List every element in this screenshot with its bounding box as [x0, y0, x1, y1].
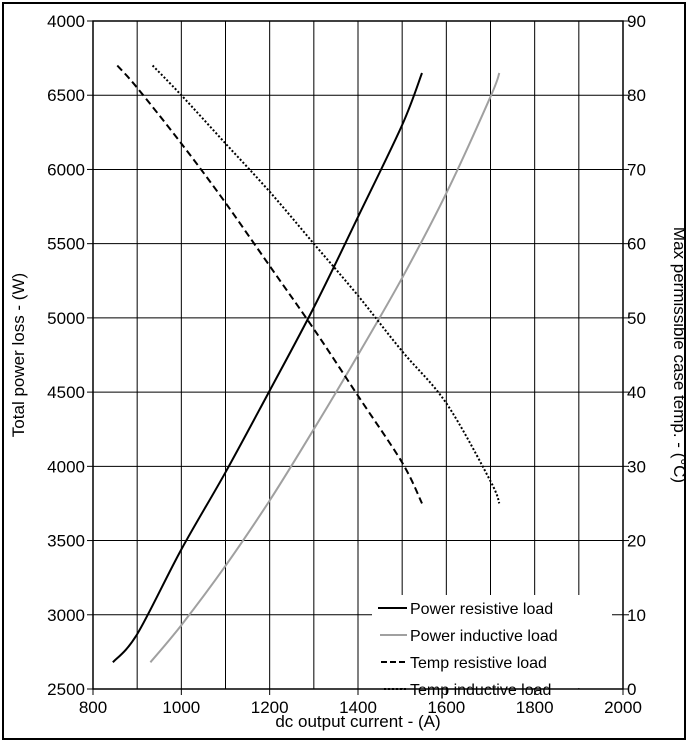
- y2-tick-label: 30: [627, 457, 646, 476]
- y-axis-label: Total power loss - (W): [9, 273, 28, 437]
- y2-tick-label: 10: [627, 606, 646, 625]
- y2-tick-label: 20: [627, 532, 646, 551]
- x-tick-label: 1400: [339, 698, 377, 717]
- y2-tick-label: 40: [627, 383, 646, 402]
- y2-tick-label: 0: [627, 680, 636, 699]
- grid: [93, 21, 623, 689]
- y-tick-label: 6000: [47, 160, 85, 179]
- y-tick-label: 2500: [47, 680, 85, 699]
- y2-tick-label: 90: [627, 12, 646, 31]
- legend-label-power-inductive: Power inductive load: [410, 628, 558, 645]
- x-tick-label: 1000: [162, 698, 200, 717]
- y-tick-label: 5500: [47, 235, 85, 254]
- legend: Power resistive load Power inductive loa…: [372, 595, 612, 699]
- x-axis-ticks: 800 1000 1200 1400 1600 1800 2000: [79, 689, 642, 717]
- y2-axis-label: Max permissible case temp. - (°C): [670, 227, 689, 483]
- x-tick-label: 800: [79, 698, 107, 717]
- x-tick-label: 1600: [427, 698, 465, 717]
- y2-tick-label: 70: [627, 160, 646, 179]
- series-lines: [112, 64, 501, 663]
- x-tick-label: 1200: [251, 698, 289, 717]
- y-tick-label: 4000: [47, 457, 85, 476]
- x-axis-label: dc output current - (A): [275, 712, 440, 731]
- y-tick-label: 4000: [47, 12, 85, 31]
- y2-axis-ticks: 0 10 20 30 40 50 60 70 80 90: [623, 12, 646, 699]
- y-tick-label: 3500: [47, 532, 85, 551]
- legend-label-temp-resistive: Temp resistive load: [410, 655, 547, 672]
- legend-label-power-resistive: Power resistive load: [410, 601, 553, 618]
- y-tick-label: 6500: [47, 86, 85, 105]
- y2-tick-label: 50: [627, 309, 646, 328]
- x-tick-label: 2000: [604, 698, 642, 717]
- y2-tick-label: 80: [627, 86, 646, 105]
- legend-label-temp-inductive: Temp inductive load: [410, 682, 551, 699]
- y2-tick-label: 60: [627, 235, 646, 254]
- y-tick-label: 5000: [47, 309, 85, 328]
- y-tick-label: 3000: [47, 606, 85, 625]
- series-line-0: [112, 72, 423, 663]
- x-tick-label: 1800: [516, 698, 554, 717]
- y-axis-ticks: 2500 3000 3500 4000 4500 5000 5500 6000 6500 4000: [47, 12, 93, 699]
- series-line-1: [149, 72, 501, 663]
- legend-box: [372, 595, 612, 688]
- y-tick-label: 4500: [47, 383, 85, 402]
- series-line-3: [151, 64, 501, 504]
